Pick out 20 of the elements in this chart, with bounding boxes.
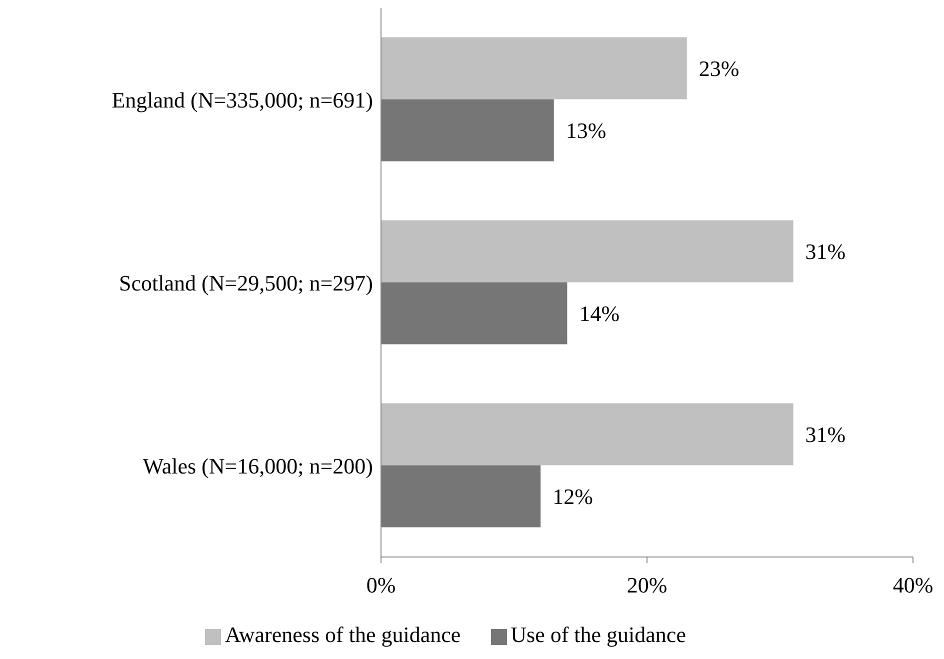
x-tick-label: 0% — [366, 572, 396, 598]
data-label: 12% — [552, 484, 593, 510]
x-tick-label: 40% — [892, 572, 934, 598]
bar — [381, 37, 687, 100]
legend-label: Use of the guidance — [510, 622, 686, 647]
y-tick-label: England (N=335,000; n=691) — [112, 87, 373, 112]
y-tick-label: Wales (N=16,000; n=200) — [142, 453, 373, 478]
data-label: 23% — [698, 56, 740, 82]
data-label: 31% — [805, 422, 846, 448]
bar — [381, 403, 794, 466]
data-label: 13% — [566, 118, 606, 144]
y-tick-label: Scotland (N=29,500; n=297) — [119, 270, 373, 296]
bar — [381, 220, 794, 282]
legend-label: Awareness of the guidance — [225, 622, 461, 647]
data-label: 14% — [579, 301, 620, 326]
bar — [381, 282, 568, 344]
data-label: 31% — [805, 239, 846, 264]
bar — [381, 465, 541, 528]
x-tick-label: 20% — [626, 572, 668, 598]
bar — [381, 99, 554, 162]
